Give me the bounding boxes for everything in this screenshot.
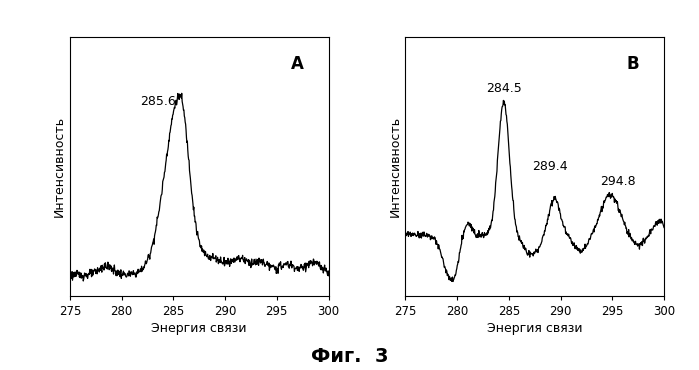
X-axis label: Энергия связи: Энергия связи — [487, 322, 582, 335]
Text: 285.6: 285.6 — [140, 95, 175, 108]
Text: B: B — [627, 55, 640, 73]
Text: Фиг.  3: Фиг. 3 — [311, 347, 388, 366]
Text: A: A — [291, 55, 304, 73]
Text: 294.8: 294.8 — [600, 175, 635, 188]
X-axis label: Энергия связи: Энергия связи — [152, 322, 247, 335]
Text: 289.4: 289.4 — [533, 160, 568, 173]
Y-axis label: Интенсивность: Интенсивность — [52, 116, 66, 217]
Text: 284.5: 284.5 — [486, 82, 521, 95]
Y-axis label: Интенсивность: Интенсивность — [388, 116, 401, 217]
